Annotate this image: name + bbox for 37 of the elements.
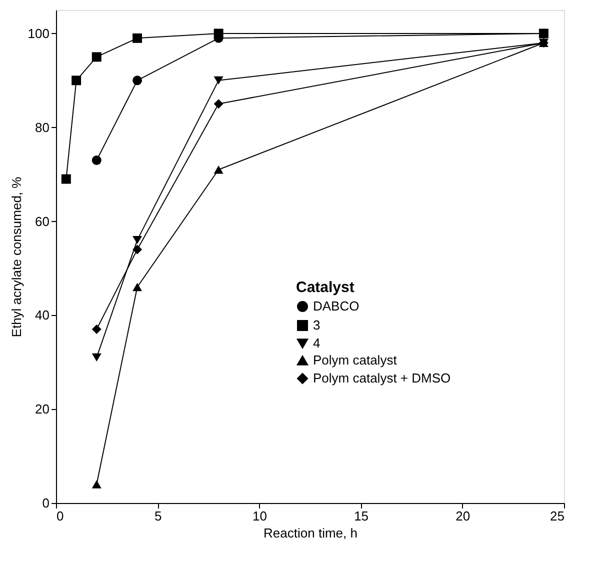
point (132, 76, 142, 86)
y-tick-label: 20 (35, 402, 50, 417)
y-tick-label: 80 (35, 120, 50, 135)
legend-label: DABCO (313, 298, 360, 314)
y-tick-label: 100 (28, 26, 50, 41)
legend-label: Polym catalyst + DMSO (313, 370, 451, 386)
legend-label: 4 (313, 336, 320, 350)
x-tick-label: 5 (154, 508, 162, 524)
legend-title: Catalyst (296, 279, 354, 296)
x-tick-label: 20 (456, 508, 470, 524)
legend-label: Polym catalyst (313, 352, 398, 368)
legend-label: 3 (313, 318, 320, 332)
point (72, 76, 82, 86)
x-tick-label: 0 (56, 508, 64, 524)
y-tick-label: 0 (42, 496, 50, 510)
point (132, 236, 142, 244)
x-axis-title: Reaction time, h (264, 526, 358, 540)
y-tick-label: 40 (35, 308, 50, 323)
point (92, 324, 102, 334)
point (92, 52, 102, 62)
point (132, 244, 142, 254)
point (132, 33, 142, 43)
point (214, 28, 224, 38)
point (132, 282, 142, 292)
y-axis-title: Ethyl acrylate consumed, % (8, 176, 24, 338)
point (214, 76, 224, 85)
point (214, 99, 224, 109)
point (92, 353, 102, 362)
x-tick-label: 10 (252, 508, 267, 524)
x-tick-label: 25 (550, 508, 564, 524)
point (538, 28, 548, 38)
point (61, 174, 71, 184)
y-tick-label: 60 (35, 214, 50, 229)
point (214, 166, 224, 174)
point (92, 156, 102, 165)
point (92, 480, 102, 488)
x-tick-label: 15 (354, 508, 369, 524)
